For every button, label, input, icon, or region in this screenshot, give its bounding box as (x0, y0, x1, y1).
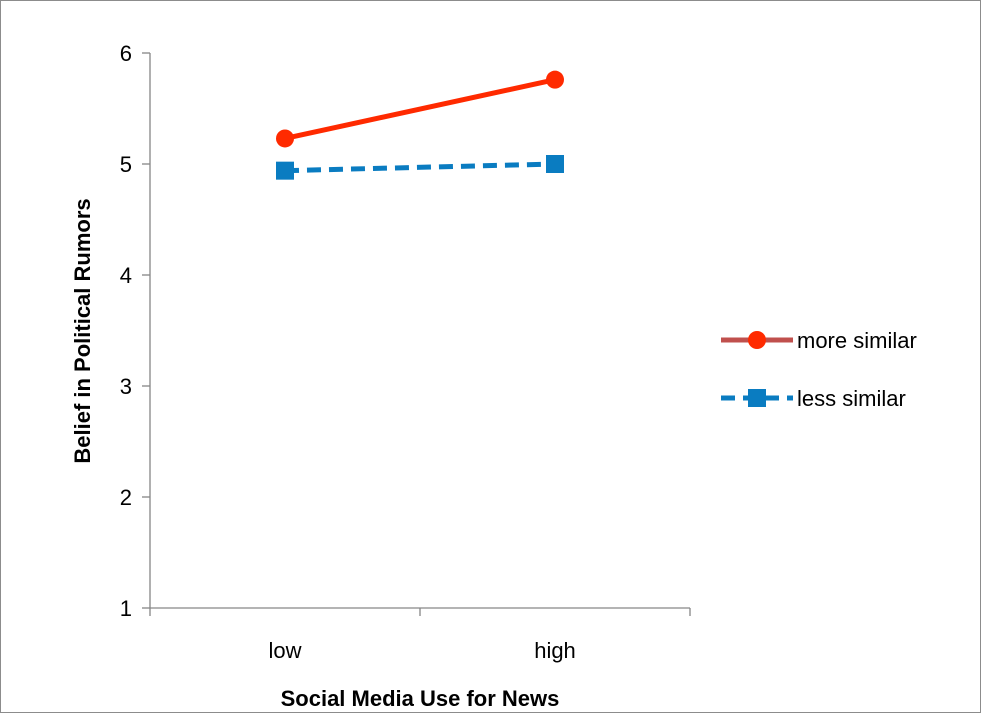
y-tick-label: 4 (120, 263, 132, 288)
y-axis-title: Belief in Political Rumors (70, 198, 95, 463)
y-tick-label: 3 (120, 374, 132, 399)
data-point-marker (546, 155, 564, 173)
series-less-similar (276, 155, 564, 180)
y-tick-label: 5 (120, 152, 132, 177)
x-axis-ticks: low high (149, 608, 691, 663)
legend-item: more similar (721, 328, 917, 353)
legend-marker (748, 389, 766, 407)
x-tick-label: high (534, 638, 576, 663)
axes (149, 53, 690, 609)
legend-label: more similar (797, 328, 917, 353)
y-tick-label: 2 (120, 485, 132, 510)
data-point-marker (276, 161, 294, 180)
legend: more similar less similar (721, 328, 917, 411)
y-tick-label: 1 (120, 596, 132, 621)
x-axis-title: Social Media Use for News (281, 686, 560, 711)
legend-item: less similar (721, 386, 906, 411)
y-axis-ticks: 1 2 3 4 5 6 (120, 41, 150, 621)
data-point-marker (546, 70, 564, 89)
legend-marker (748, 331, 766, 349)
series-more-similar (276, 70, 564, 148)
y-tick-label: 6 (120, 41, 132, 66)
data-point-marker (276, 129, 294, 148)
series-line (284, 77, 556, 141)
series-layer (276, 70, 564, 180)
series-line (284, 161, 556, 174)
x-tick-label: low (268, 638, 301, 663)
legend-label: less similar (797, 386, 906, 411)
